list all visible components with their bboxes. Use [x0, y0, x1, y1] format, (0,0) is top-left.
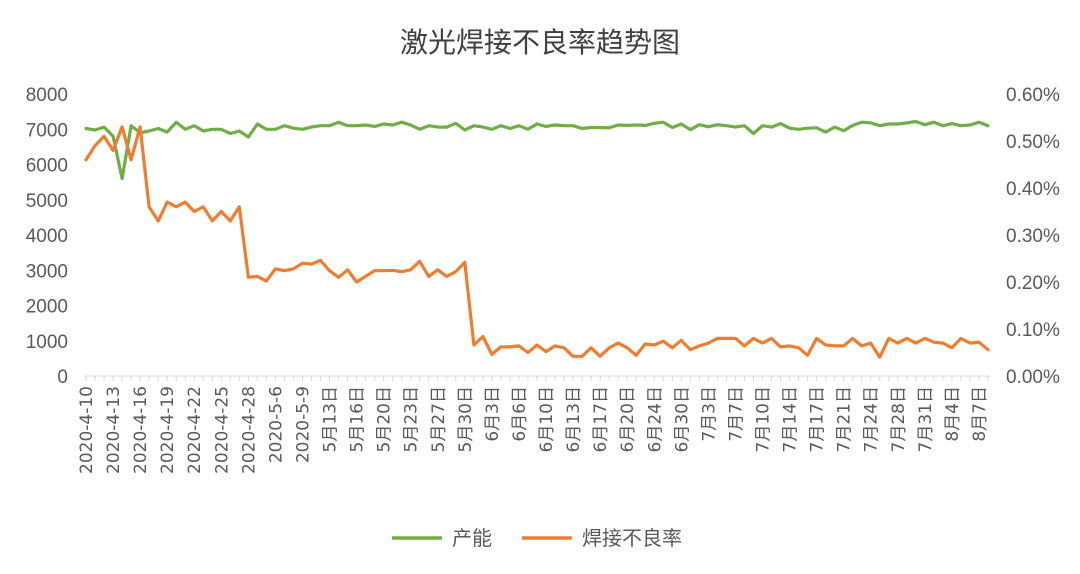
legend: 产能 焊接不良率 [392, 526, 682, 550]
y-right-tick-label: 0.50% [1006, 132, 1060, 153]
x-axis-labels: 2020-4-10 2020-4-13 2020-4-16 2020-4-19 2020… [77, 386, 990, 474]
x-axis-ticks [85, 376, 989, 381]
legend-label-capacity: 产能 [452, 526, 492, 550]
x-tick-label: 7月10日 [754, 386, 774, 452]
x-tick-label: 7月31日 [916, 386, 936, 452]
x-tick-label: 2020-5-9 [293, 386, 313, 463]
x-tick-label: 5月16日 [348, 386, 368, 452]
x-tick-label: 5月23日 [402, 386, 422, 452]
y-left-tick-label: 1000 [26, 332, 68, 353]
x-tick-label: 7月21日 [835, 386, 855, 452]
y-axis-left: 0 1000 2000 3000 4000 5000 6000 7000 8000 [26, 85, 68, 388]
y-left-tick-label: 4000 [26, 226, 68, 247]
x-tick-label: 8月7日 [970, 386, 990, 442]
x-tick-label: 2020-4-22 [185, 386, 205, 474]
legend-item-defect-rate[interactable]: 焊接不良率 [522, 526, 682, 550]
y-right-tick-label: 0.30% [1006, 226, 1060, 247]
x-tick-label: 6月13日 [564, 386, 584, 452]
x-tick-label: 6月6日 [510, 386, 530, 442]
x-tick-label: 8月4日 [943, 386, 963, 442]
x-tick-label: 2020-4-25 [212, 386, 232, 474]
y-right-tick-label: 0.10% [1006, 320, 1060, 341]
x-tick-label: 5月13日 [321, 386, 341, 452]
y-left-tick-label: 7000 [26, 120, 68, 141]
x-tick-label: 7月14日 [781, 386, 801, 452]
series-line-defect-rate [84, 125, 990, 359]
legend-label-defect-rate: 焊接不良率 [582, 526, 682, 550]
x-tick-label: 7月17日 [808, 386, 828, 452]
x-tick-label: 6月24日 [645, 386, 665, 452]
y-right-tick-label: 0.40% [1006, 179, 1060, 200]
x-tick-label: 6月10日 [537, 386, 557, 452]
x-tick-label: 2020-4-19 [158, 386, 178, 474]
y-left-tick-label: 5000 [26, 191, 68, 212]
y-left-tick-label: 0 [57, 367, 68, 388]
x-tick-label: 7月24日 [862, 386, 882, 452]
x-tick-label: 2020-4-13 [104, 386, 124, 474]
chart-title: 激光焊接不良率趋势图 [400, 26, 680, 59]
x-tick-label: 5月30日 [456, 386, 476, 452]
x-tick-label: 7月28日 [889, 386, 909, 452]
y-right-tick-label: 0.60% [1006, 85, 1060, 106]
legend-item-capacity[interactable]: 产能 [392, 526, 492, 550]
x-tick-label: 6月30日 [672, 386, 692, 452]
x-tick-label: 5月20日 [375, 386, 395, 452]
x-tick-label: 2020-4-28 [239, 386, 259, 474]
x-tick-label: 2020-4-10 [77, 386, 97, 474]
x-tick-label: 2020-4-16 [131, 386, 151, 474]
x-tick-label: 6月17日 [591, 386, 611, 452]
x-tick-label: 5月27日 [429, 386, 449, 452]
y-left-tick-label: 6000 [26, 156, 68, 177]
x-tick-label: 6月3日 [483, 386, 503, 442]
series-line-capacity [84, 119, 990, 181]
series-layer [84, 119, 990, 359]
y-right-tick-label: 0.20% [1006, 273, 1060, 294]
y-left-tick-label: 8000 [26, 85, 68, 106]
y-axis-right: 0.00% 0.10% 0.20% 0.30% 0.40% 0.50% 0.60% [1006, 85, 1060, 388]
x-tick-label: 2020-5-6 [266, 386, 286, 463]
x-tick-label: 6月20日 [618, 386, 638, 452]
x-tick-label: 7月7日 [726, 386, 746, 442]
y-left-tick-label: 3000 [26, 261, 68, 282]
x-tick-label: 7月3日 [699, 386, 719, 442]
y-left-tick-label: 2000 [26, 297, 68, 318]
y-right-tick-label: 0.00% [1006, 367, 1060, 388]
